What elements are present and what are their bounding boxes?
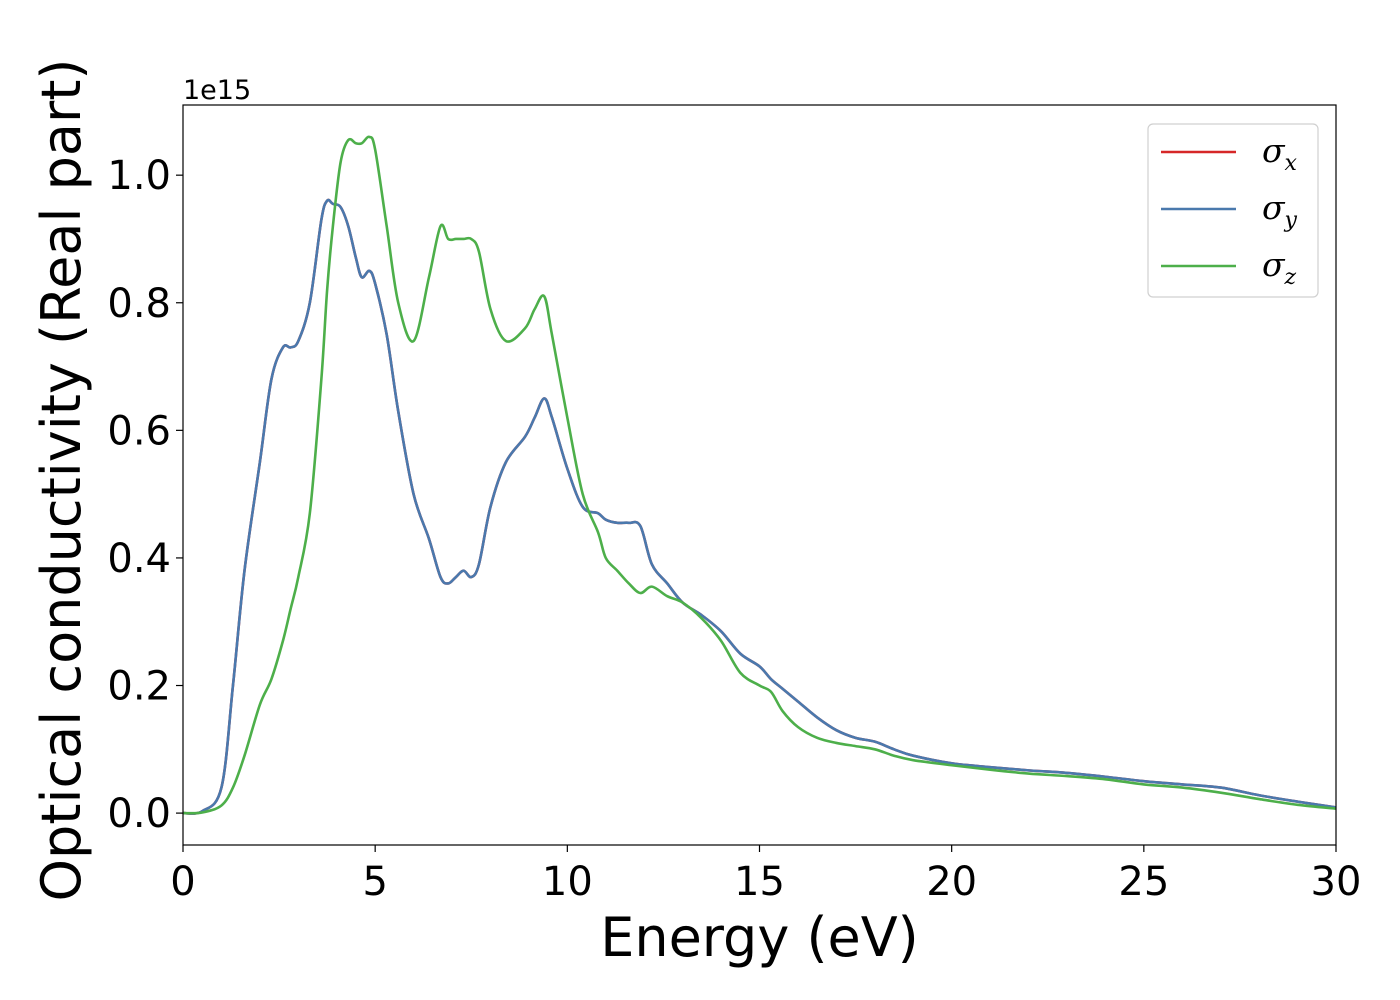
y-offset-text: 1e15: [183, 75, 251, 106]
legend-subscript: x: [1285, 151, 1298, 176]
x-tick-label: 5: [362, 859, 387, 905]
legend-subscript: y: [1284, 208, 1298, 233]
legend-box: [1147, 123, 1319, 298]
legend-symbol: σ: [1262, 131, 1286, 170]
y-tick-label: 0.6: [107, 408, 171, 454]
y-axis: 0.0 0.2 0.4 0.6 0.8 1.0: [107, 153, 183, 837]
y-tick-label: 0.0: [107, 791, 171, 837]
series-line-2: [182, 198, 1337, 815]
x-axis: 0 5 10 15 20 25 30: [170, 845, 1361, 905]
y-tick-label: 0.2: [107, 664, 171, 710]
x-axis-title: Energy (eV): [600, 906, 919, 969]
x-tick-label: 0: [170, 859, 195, 905]
legend-subscript: z: [1284, 265, 1297, 290]
x-tick-label: 25: [1118, 859, 1169, 905]
legend-label: σz: [1262, 245, 1297, 290]
y-tick-label: 0.8: [107, 281, 171, 327]
legend-symbol: σ: [1262, 245, 1286, 284]
legend-symbol: σ: [1262, 188, 1286, 227]
x-tick-label: 15: [734, 859, 785, 905]
legend-label: σy: [1262, 188, 1298, 233]
series-line-3: [182, 135, 1337, 815]
series-layer: [182, 135, 1337, 815]
y-tick-label: 1.0: [107, 153, 171, 199]
x-tick-label: 10: [542, 859, 593, 905]
y-tick-label: 0.4: [107, 536, 171, 582]
x-tick-label: 20: [926, 859, 977, 905]
y-axis-title: Optical conductivity (Real part): [30, 59, 93, 902]
x-tick-label: 30: [1311, 859, 1362, 905]
legend-label: σx: [1262, 131, 1298, 176]
